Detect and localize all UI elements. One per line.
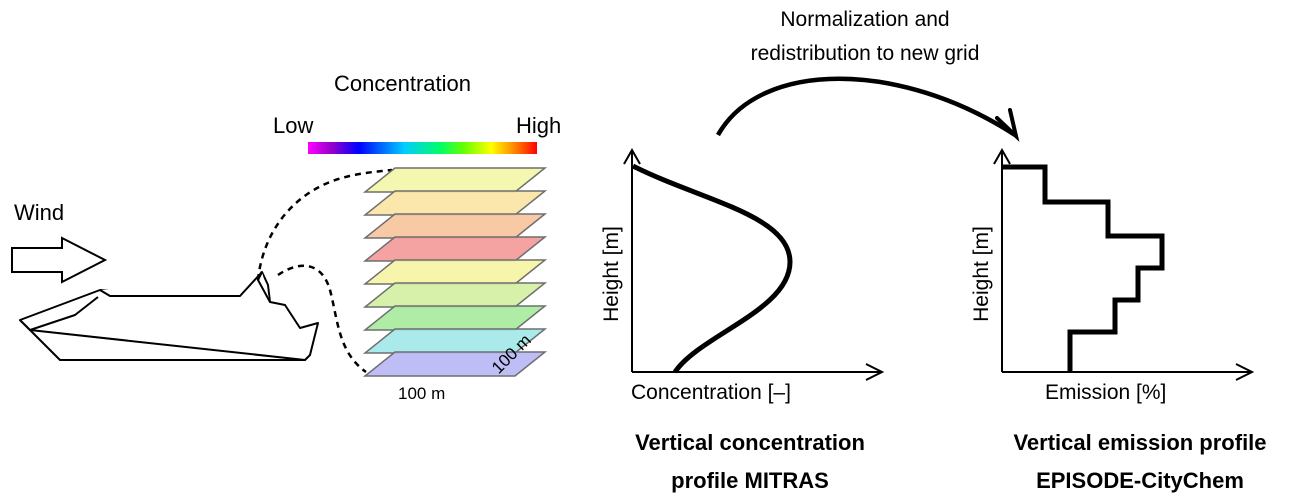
redistribution-arrow (716, 76, 1017, 137)
grid-layer (362, 305, 548, 331)
redistribution-arrowhead-icon (995, 108, 1020, 143)
grid-layer (362, 190, 548, 216)
plume-lower-boundary (277, 264, 367, 374)
transfer-label-line1: Normalization and (780, 8, 950, 31)
grid-layer (362, 213, 548, 239)
right-plot-axes (993, 147, 1255, 381)
right-plot-y-axis-label: Height [m] (970, 226, 993, 322)
left-plot-y-axis-label: Height [m] (600, 226, 623, 322)
concentration-scale-low-label: Low (273, 113, 314, 138)
concentration-color-scale (308, 142, 537, 154)
grid-dimension-x-label: 100 m (398, 384, 446, 403)
right-plot-x-axis-label: Emission [%] (1045, 381, 1167, 404)
grid-layers (362, 167, 548, 377)
concentration-scale-high-label: High (516, 113, 562, 138)
grid-layer (362, 351, 548, 377)
left-plot-axes (623, 147, 885, 381)
left-plot-caption-line1: Vertical concentration (635, 430, 865, 455)
right-plot-emission-steps (1002, 164, 1165, 372)
transfer-label-line2: redistribution to new grid (750, 42, 980, 65)
grid-layer (362, 282, 548, 308)
wind-label: Wind (14, 200, 65, 225)
concentration-scale-title: Concentration (334, 71, 471, 96)
wind-arrow-icon (11, 236, 108, 284)
grid-layer (362, 236, 548, 262)
grid-layer (362, 259, 548, 285)
plume-upper-boundary (256, 168, 393, 281)
grid-layer (362, 167, 548, 193)
ship-icon (19, 271, 319, 361)
right-plot-caption-line2: EPISODE-CityChem (1036, 468, 1244, 493)
left-plot-caption-line2: profile MITRAS (671, 468, 829, 493)
right-plot-caption-line1: Vertical emission profile (1013, 430, 1267, 455)
left-plot-x-axis-label: Concentration [–] (631, 381, 791, 404)
left-plot-concentration-curve (631, 163, 793, 374)
